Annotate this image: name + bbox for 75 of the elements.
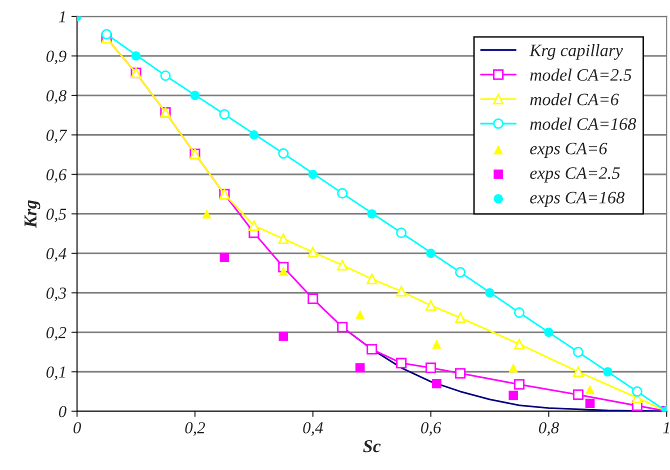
point <box>396 358 407 368</box>
point <box>337 260 348 270</box>
point <box>366 344 378 355</box>
point <box>278 332 288 341</box>
point <box>432 339 442 349</box>
y-tick-label: 0,8 <box>46 90 66 104</box>
point <box>160 70 171 81</box>
x-tick-label: 0 <box>74 422 82 434</box>
point <box>220 252 230 262</box>
point <box>585 384 595 394</box>
point <box>278 266 288 276</box>
legend-label: exps CA=168 <box>530 192 625 207</box>
point <box>278 233 289 244</box>
point <box>455 267 466 278</box>
legend-label: model CA=168 <box>530 118 636 130</box>
point <box>355 310 365 320</box>
y-tick-label: 0,4 <box>46 248 66 262</box>
point <box>396 228 407 238</box>
point <box>544 328 554 337</box>
point <box>508 390 518 400</box>
point <box>426 300 436 311</box>
point <box>308 246 318 258</box>
point <box>508 363 518 372</box>
point <box>248 220 260 231</box>
point <box>219 109 230 120</box>
point <box>514 379 525 390</box>
y-tick-label: 0,2 <box>46 326 66 341</box>
x-axis-title: Sc <box>363 440 381 452</box>
point <box>202 209 212 219</box>
point <box>572 389 584 400</box>
legend-label: exps CA=2.5 <box>530 167 620 182</box>
point <box>337 322 348 332</box>
point <box>432 378 442 388</box>
point <box>190 90 200 100</box>
point <box>426 248 436 258</box>
legend-label: model CA=6 <box>530 93 619 106</box>
point <box>308 293 318 304</box>
point <box>249 130 259 140</box>
point <box>355 363 365 372</box>
x-tick-label: 1 <box>663 422 670 434</box>
point <box>367 209 377 219</box>
x-tick-label: 0,2 <box>185 422 206 436</box>
y-tick-label: 0,6 <box>46 169 67 183</box>
point <box>572 366 584 378</box>
point <box>585 398 595 408</box>
point <box>366 274 378 284</box>
point <box>337 188 348 199</box>
point <box>514 338 525 350</box>
x-tick-label: 0,6 <box>421 422 442 436</box>
point <box>278 148 289 159</box>
x-tick-label: 0,4 <box>303 422 323 436</box>
legend-label: Krg capillary <box>529 44 623 60</box>
y-tick-label: 0,9 <box>46 50 66 64</box>
y-tick-label: 1 <box>58 11 65 22</box>
y-tick-label: 0,7 <box>46 130 68 144</box>
y-tick-label: 0,5 <box>46 208 66 222</box>
point <box>514 307 525 318</box>
point <box>603 367 612 376</box>
point <box>455 368 466 379</box>
legend-label: model CA=2.5 <box>530 68 632 81</box>
legend-label: exps CA=6 <box>530 142 608 158</box>
point <box>308 170 318 180</box>
y-axis-title: Krg <box>24 200 40 228</box>
point <box>485 288 494 298</box>
y-tick-label: 0,1 <box>46 366 65 380</box>
x-tick-label: 0,8 <box>538 422 559 436</box>
point <box>101 28 112 40</box>
y-tick-label: 0 <box>58 406 66 418</box>
point <box>572 346 584 358</box>
point <box>131 51 141 61</box>
point <box>455 312 466 323</box>
point <box>396 286 407 297</box>
point <box>632 386 642 397</box>
y-tick-label: 0,3 <box>46 288 66 302</box>
point <box>426 362 436 374</box>
